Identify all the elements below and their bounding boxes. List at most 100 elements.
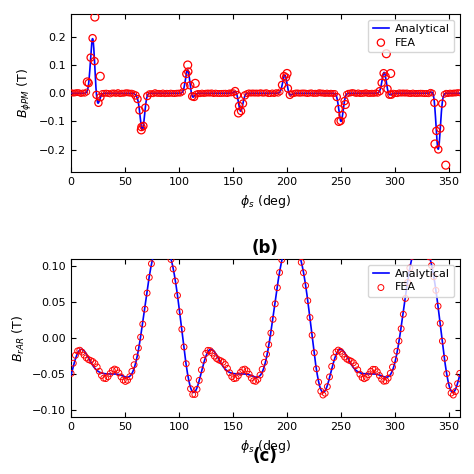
FEA bbox=[317, 387, 325, 395]
FEA bbox=[332, 348, 340, 356]
Point bbox=[311, 90, 319, 97]
Point bbox=[71, 89, 79, 97]
Point bbox=[370, 90, 378, 97]
FEA bbox=[119, 376, 127, 384]
FEA bbox=[367, 367, 374, 375]
FEA bbox=[254, 375, 262, 383]
FEA bbox=[376, 87, 383, 95]
FEA bbox=[300, 269, 307, 276]
FEA bbox=[136, 107, 143, 114]
FEA bbox=[343, 356, 351, 363]
FEA bbox=[243, 367, 251, 374]
FEA bbox=[282, 73, 290, 81]
FEA bbox=[321, 390, 329, 397]
Point bbox=[273, 89, 280, 96]
Point bbox=[99, 90, 106, 97]
FEA bbox=[204, 346, 212, 354]
FEA bbox=[324, 383, 331, 391]
Point bbox=[350, 89, 358, 97]
Point bbox=[149, 90, 157, 98]
FEA bbox=[445, 382, 453, 390]
FEA bbox=[341, 97, 348, 105]
FEA bbox=[395, 337, 403, 345]
Point bbox=[263, 89, 270, 97]
FEA bbox=[286, 91, 294, 99]
FEA bbox=[152, 242, 160, 250]
Point bbox=[390, 90, 397, 97]
FEA bbox=[226, 369, 233, 376]
Point bbox=[345, 90, 352, 97]
FEA bbox=[423, 247, 431, 255]
Point bbox=[266, 90, 274, 97]
FEA bbox=[158, 238, 166, 246]
FEA bbox=[263, 350, 270, 358]
Point bbox=[200, 90, 208, 97]
Analytical bbox=[155, 91, 161, 96]
Analytical bbox=[199, 370, 204, 375]
FEA bbox=[293, 246, 301, 253]
FEA bbox=[87, 357, 94, 365]
FEA bbox=[146, 273, 153, 281]
FEA bbox=[302, 282, 310, 289]
FEA bbox=[154, 239, 162, 246]
FEA bbox=[67, 370, 75, 377]
FEA bbox=[235, 372, 242, 380]
Point bbox=[69, 89, 77, 97]
Analytical bbox=[457, 91, 463, 96]
Point bbox=[421, 90, 428, 97]
Point bbox=[364, 90, 372, 97]
FEA bbox=[224, 365, 231, 372]
FEA bbox=[382, 377, 390, 385]
FEA bbox=[267, 329, 274, 337]
FEA bbox=[441, 355, 448, 362]
Point bbox=[298, 89, 305, 97]
FEA bbox=[341, 353, 348, 361]
Point bbox=[184, 61, 191, 69]
FEA bbox=[388, 91, 395, 99]
Point bbox=[306, 89, 313, 97]
Point bbox=[251, 89, 258, 97]
FEA bbox=[134, 95, 141, 103]
FEA bbox=[219, 358, 227, 366]
FEA bbox=[258, 365, 266, 373]
Point bbox=[173, 90, 181, 97]
FEA bbox=[95, 99, 102, 107]
Point bbox=[335, 118, 343, 125]
FEA bbox=[228, 373, 236, 380]
Point bbox=[343, 91, 350, 98]
Line: Analytical: Analytical bbox=[71, 242, 460, 392]
FEA bbox=[143, 289, 151, 297]
FEA bbox=[272, 300, 279, 308]
Point bbox=[397, 89, 405, 97]
FEA bbox=[363, 374, 370, 381]
Text: (c): (c) bbox=[253, 447, 278, 465]
Point bbox=[212, 89, 219, 97]
FEA bbox=[82, 354, 90, 362]
Point bbox=[283, 70, 291, 77]
FEA bbox=[339, 350, 346, 358]
Point bbox=[300, 89, 307, 97]
Point bbox=[255, 90, 263, 97]
Point bbox=[442, 90, 450, 97]
Point bbox=[210, 90, 218, 97]
FEA bbox=[308, 331, 316, 339]
FEA bbox=[419, 240, 427, 247]
Point bbox=[290, 90, 298, 97]
Point bbox=[440, 91, 448, 98]
Point bbox=[122, 89, 129, 97]
FEA bbox=[358, 374, 366, 381]
FEA bbox=[337, 117, 345, 125]
FEA bbox=[233, 91, 241, 99]
Point bbox=[353, 90, 360, 97]
Point bbox=[355, 89, 362, 97]
FEA bbox=[91, 360, 99, 367]
Point bbox=[226, 89, 233, 97]
FEA bbox=[165, 249, 173, 256]
Point bbox=[157, 90, 165, 97]
Point bbox=[315, 89, 323, 97]
FEA bbox=[252, 377, 259, 385]
FEA bbox=[189, 391, 197, 398]
Point bbox=[346, 89, 354, 97]
Point bbox=[235, 109, 242, 117]
Point bbox=[374, 90, 382, 97]
